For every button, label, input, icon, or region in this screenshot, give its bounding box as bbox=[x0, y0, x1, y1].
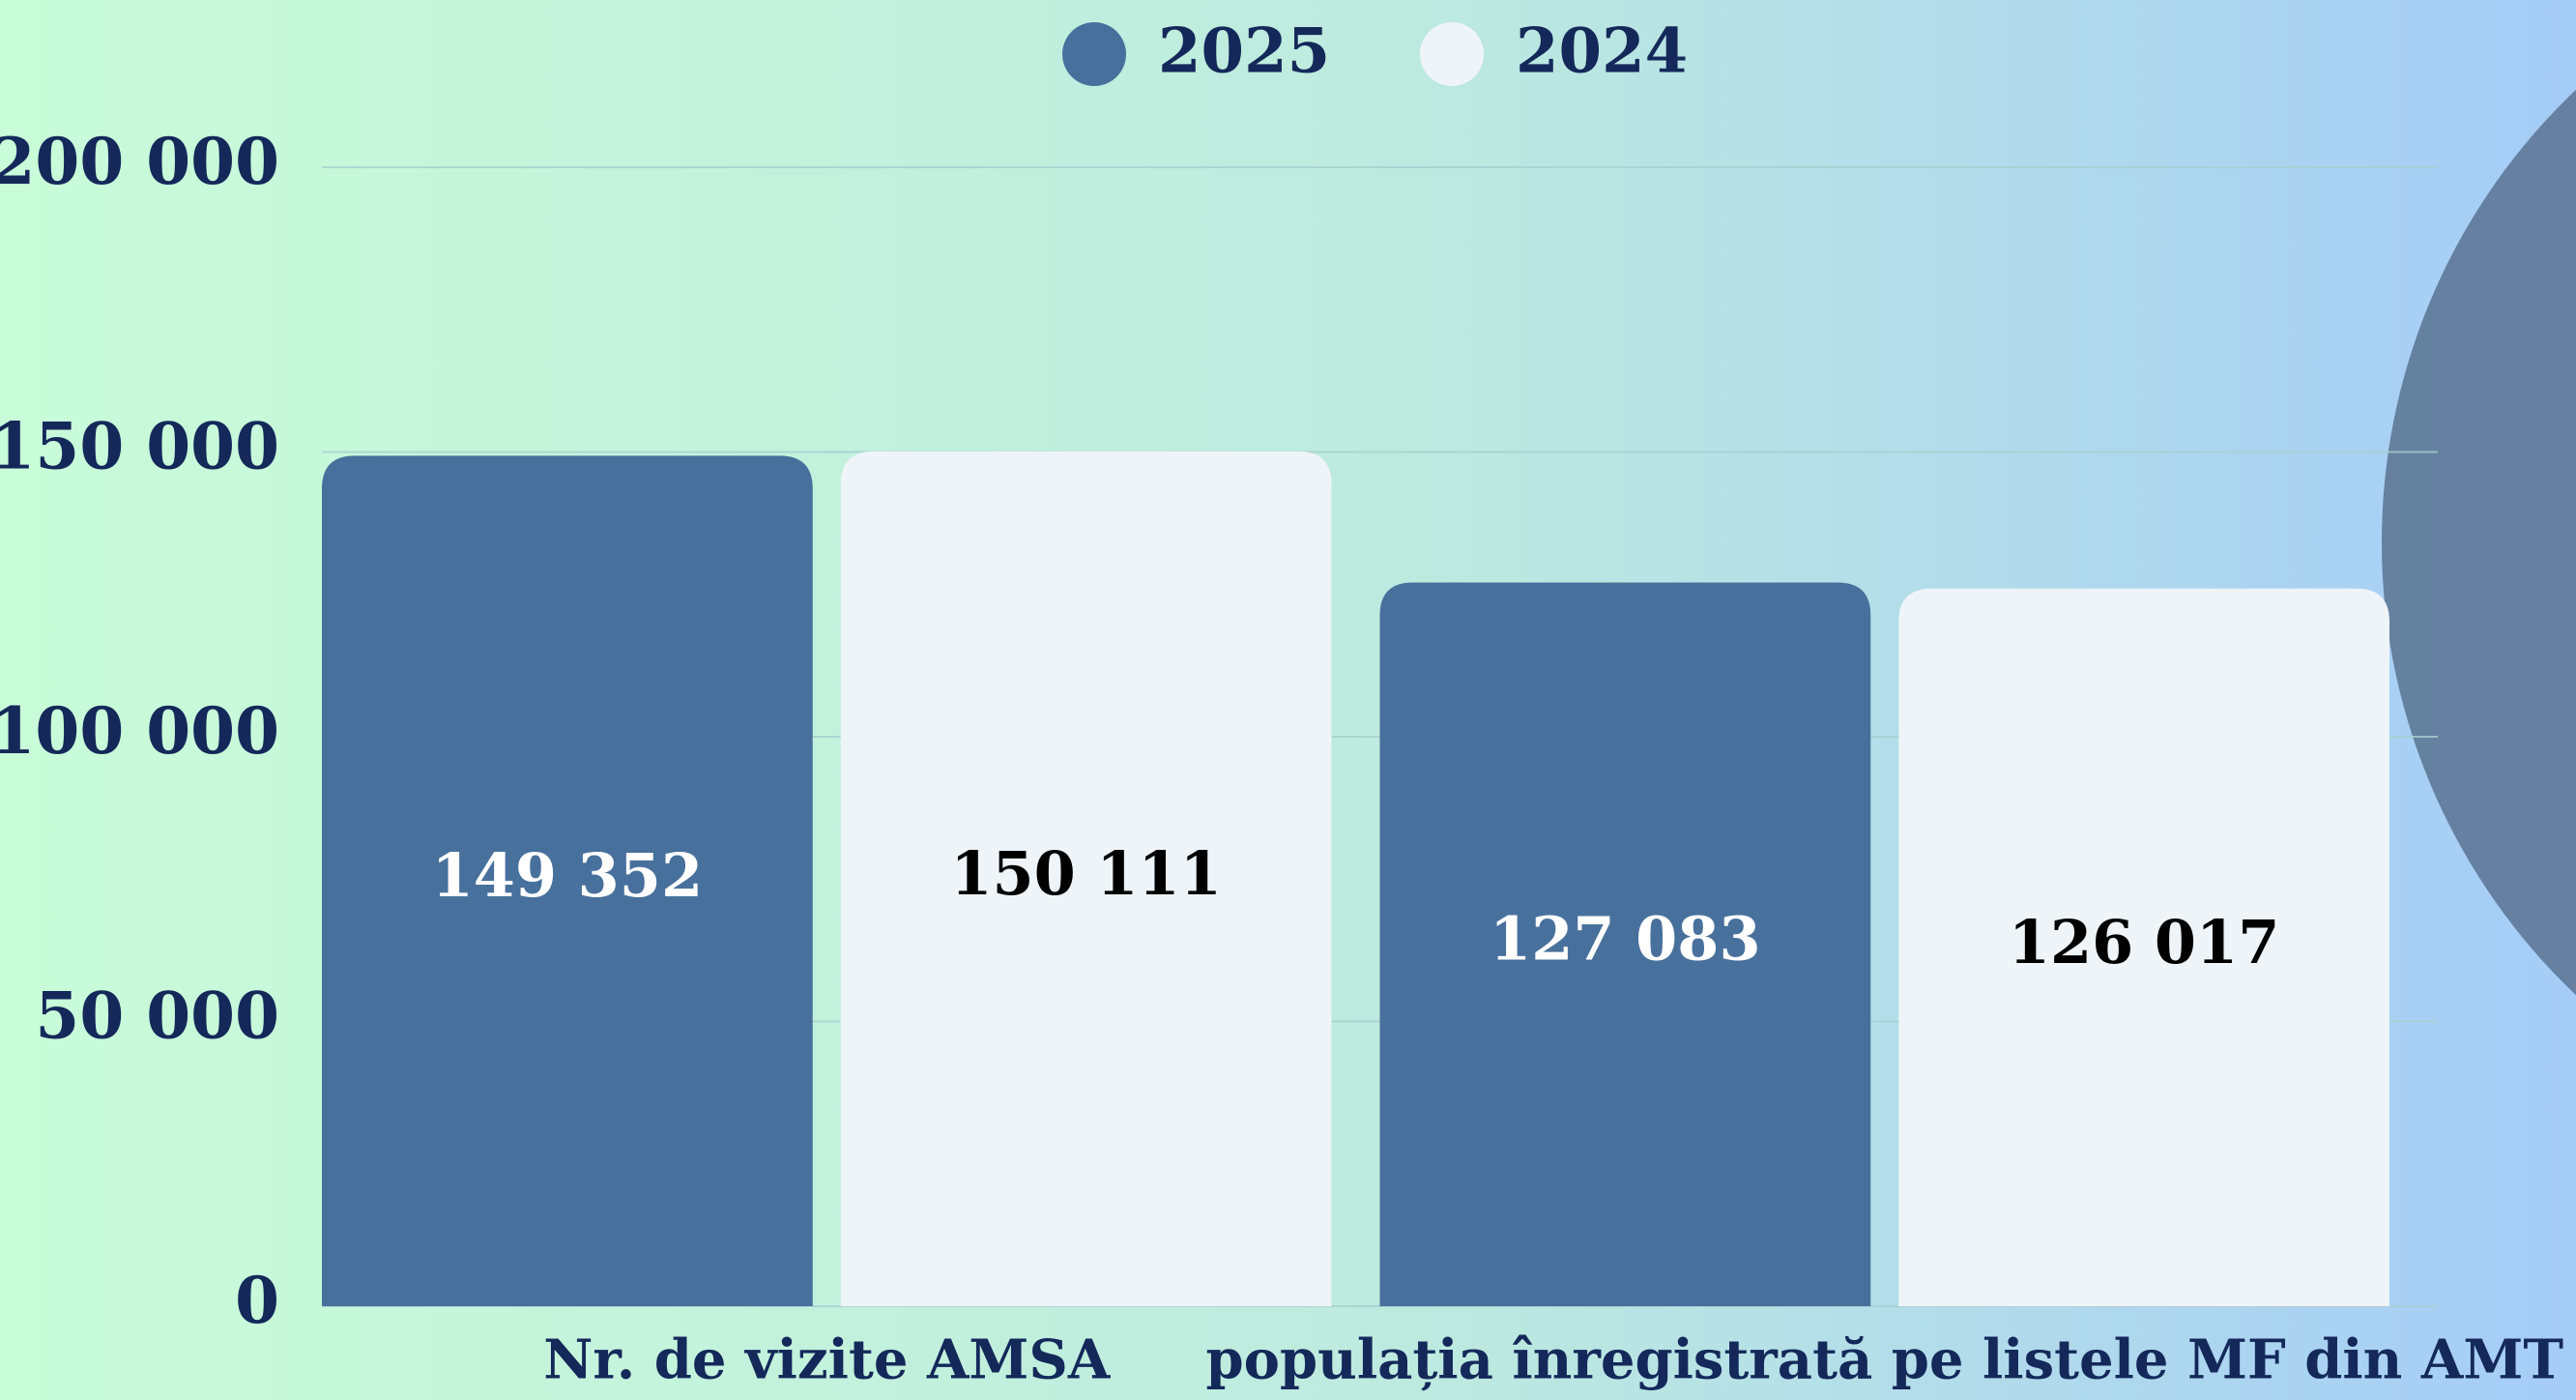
bar bbox=[1898, 588, 2389, 1306]
y-tick-label: 100 000 bbox=[0, 693, 279, 769]
x-tick-label: Nr. de vizite AMSA bbox=[543, 1328, 1112, 1392]
bar bbox=[840, 451, 1332, 1307]
value-label: 126 017 bbox=[2009, 907, 2279, 977]
value-label: 149 352 bbox=[432, 840, 703, 911]
legend-label: 2025 bbox=[1158, 15, 1330, 88]
value-label: 150 111 bbox=[950, 838, 1221, 909]
bar bbox=[322, 455, 813, 1306]
bar bbox=[1379, 582, 1871, 1306]
decorative-image bbox=[2382, 89, 2576, 996]
x-tick-label: populația înregistrată pe listele MF din… bbox=[1206, 1328, 2564, 1392]
value-label: 127 083 bbox=[1490, 904, 1760, 975]
y-tick-label: 150 000 bbox=[0, 409, 279, 484]
legend-marker bbox=[1420, 22, 1484, 86]
legend-label: 2024 bbox=[1516, 15, 1688, 88]
legend-marker bbox=[1062, 22, 1126, 86]
y-tick-label: 200 000 bbox=[0, 124, 279, 199]
y-tick-label: 50 000 bbox=[35, 978, 279, 1054]
y-tick-label: 0 bbox=[235, 1263, 279, 1338]
